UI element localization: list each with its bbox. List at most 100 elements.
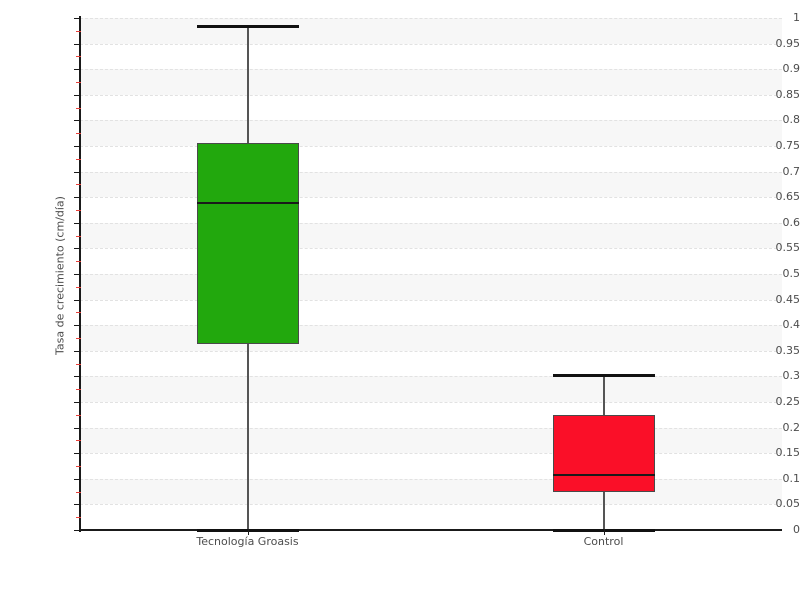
- y-axis-tick-label: 0.1: [782, 471, 800, 485]
- y-axis-minor-tick: [76, 414, 81, 416]
- background-band: [80, 478, 782, 505]
- y-axis-tick-label: 0.05: [775, 497, 800, 511]
- gridline: [80, 18, 782, 19]
- gridline: [80, 376, 782, 378]
- y-axis-tick: [74, 222, 81, 224]
- y-axis-tick: [74, 274, 81, 275]
- y-axis-tick: [74, 171, 81, 173]
- y-axis-tick: [74, 350, 81, 352]
- gridline: [80, 478, 782, 480]
- y-axis-minor-tick: [76, 235, 81, 237]
- y-axis-tick: [74, 299, 81, 301]
- y-axis-tick-label: 0.4: [782, 318, 800, 332]
- y-axis-tick-label: 0.7: [782, 164, 800, 178]
- y-axis-minor-tick: [76, 30, 81, 32]
- y-axis-tick-label: 0.8: [782, 113, 800, 127]
- gridline: [80, 43, 782, 45]
- box-control[interactable]: [552, 415, 655, 493]
- y-axis-tick-label: 0.2: [782, 420, 800, 434]
- x-axis-tick: [247, 529, 249, 535]
- gridline: [80, 248, 782, 250]
- background-band: [80, 171, 782, 198]
- background-band: [80, 222, 782, 249]
- gridline: [80, 299, 782, 301]
- x-axis-label-control: Control: [583, 535, 624, 548]
- y-axis-minor-tick: [76, 286, 81, 288]
- y-axis-tick-label: 0.75: [775, 139, 800, 152]
- gridline: [80, 222, 782, 224]
- background-band: [80, 376, 782, 402]
- y-axis-tick-label: 1: [793, 11, 800, 24]
- y-axis-tick-label: 0: [793, 523, 800, 536]
- y-axis-minor-tick: [76, 389, 81, 391]
- gridline: [80, 504, 782, 506]
- x-axis-tick: [603, 529, 605, 535]
- gridline: [80, 274, 782, 275]
- background-band: [80, 18, 782, 44]
- y-axis-minor-tick: [76, 312, 81, 314]
- whisker-cap-upper: [552, 373, 655, 377]
- gridline: [80, 402, 782, 403]
- y-axis-title: Tasa de crecimiento (cm/día): [53, 196, 67, 355]
- gridline: [80, 69, 782, 71]
- background-band: [80, 274, 782, 300]
- y-axis-tick: [74, 504, 81, 506]
- y-axis-tick: [74, 43, 81, 45]
- whisker-upper: [602, 374, 605, 416]
- y-axis-tick: [74, 120, 81, 122]
- y-axis-tick: [74, 325, 81, 327]
- y-axis-minor-tick: [76, 107, 81, 109]
- y-axis-tick: [74, 427, 81, 429]
- y-axis-minor-tick: [76, 491, 81, 493]
- y-axis-minor-tick: [76, 158, 81, 160]
- y-axis-minor-tick: [76, 338, 81, 339]
- y-axis-tick-label: 0.45: [775, 292, 800, 306]
- y-axis-tick: [74, 453, 81, 455]
- y-axis-tick-label: 0.85: [775, 87, 800, 101]
- background-band: [80, 325, 782, 351]
- gridline: [80, 171, 782, 173]
- whisker-lower: [602, 492, 605, 530]
- y-axis-minor-tick: [76, 82, 81, 83]
- y-axis-minor-tick: [76, 440, 81, 442]
- y-axis-minor-tick: [76, 56, 81, 58]
- x-axis-line: [79, 529, 782, 531]
- gridline: [80, 350, 782, 352]
- y-axis-minor-tick: [76, 184, 81, 186]
- y-axis-minor-tick: [76, 210, 81, 211]
- y-axis-tick: [74, 94, 81, 96]
- y-axis-tick: [74, 402, 81, 403]
- gridline: [80, 325, 782, 327]
- y-axis-tick: [74, 69, 81, 71]
- y-axis-tick-label: 0.9: [782, 62, 800, 76]
- box-groasis[interactable]: [196, 142, 299, 345]
- x-axis-label-groasis: Tecnología Groasis: [196, 535, 299, 548]
- y-axis-tick: [74, 197, 81, 199]
- y-axis-minor-tick: [76, 363, 81, 365]
- gridline: [80, 146, 782, 147]
- gridline: [80, 120, 782, 122]
- y-axis-tick-label: 0.35: [775, 343, 800, 357]
- median-line: [196, 201, 299, 204]
- y-axis-tick-label: 0.95: [775, 36, 800, 50]
- plot-area: [80, 18, 782, 531]
- y-axis-minor-tick: [76, 261, 81, 263]
- gridline: [80, 427, 782, 429]
- y-axis-minor-tick: [76, 133, 81, 135]
- y-axis-tick: [74, 18, 81, 19]
- y-axis-tick: [74, 376, 81, 378]
- y-axis-tick-label: 0.6: [782, 215, 800, 229]
- gridline: [80, 94, 782, 96]
- gridline: [80, 197, 782, 199]
- background-band: [80, 69, 782, 95]
- y-axis-tick-label: 0.55: [775, 241, 800, 255]
- y-axis-tick: [74, 146, 81, 147]
- y-axis-minor-tick: [76, 466, 81, 467]
- y-axis-tick-label: 0.25: [775, 395, 800, 408]
- y-axis-tick-label: 0.65: [775, 190, 800, 204]
- y-axis-tick-label: 0.3: [782, 369, 800, 383]
- y-axis-tick: [74, 478, 81, 480]
- whisker-lower: [246, 344, 249, 530]
- y-axis-tick: [74, 530, 81, 531]
